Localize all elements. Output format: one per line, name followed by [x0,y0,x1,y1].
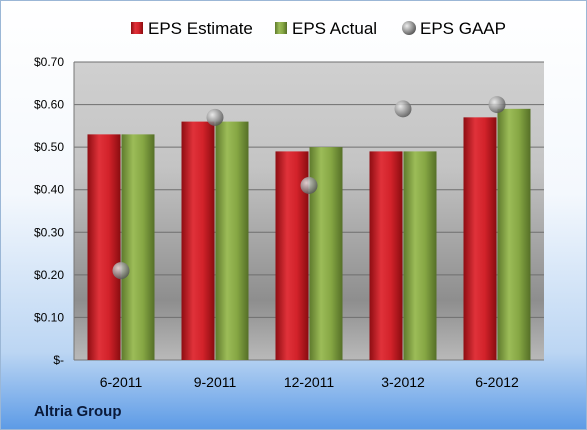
bar-eps-actual-6-2012 [497,108,531,360]
y-tick-label: $0.70 [34,55,64,69]
legend-label-eps-gaap: EPS GAAP [420,19,506,38]
x-tick-label: 6-2012 [475,374,519,390]
point-eps-gaap-6-2011 [112,262,130,280]
x-tick-label: 3-2012 [381,374,425,390]
legend-swatch-eps-estimate [131,22,143,34]
bar-eps-actual-6-2011 [121,134,155,360]
y-tick-label: $0.10 [34,310,64,324]
point-eps-gaap-3-2012 [394,100,412,118]
bar-eps-actual-3-2012 [403,151,437,360]
y-tick-label: $0.50 [34,140,64,154]
y-tick-label: $0.40 [34,183,64,197]
x-tick-label: 6-2011 [100,374,143,390]
bar-eps-estimate-6-2012 [463,117,497,360]
bar-eps-estimate-3-2012 [369,151,403,360]
y-tick-label: $0.20 [34,268,64,282]
point-eps-gaap-9-2011 [206,108,224,126]
point-eps-gaap-12-2011 [300,176,318,194]
bar-eps-actual-9-2011 [215,121,249,360]
legend-swatch-eps-actual [275,22,287,34]
bar-eps-estimate-6-2011 [87,134,121,360]
legend-label-eps-estimate: EPS Estimate [148,19,253,38]
x-tick-label: 12-2011 [284,374,335,390]
legend-swatch-eps-gaap [402,21,416,35]
x-tick-label: 9-2011 [194,374,237,390]
y-tick-label: $0.60 [34,98,64,112]
y-tick-label: $0.30 [34,225,64,239]
y-tick-label: $- [53,353,64,367]
bar-eps-estimate-9-2011 [181,121,215,360]
company-name: Altria Group [34,403,122,420]
point-eps-gaap-6-2012 [488,96,506,114]
legend-label-eps-actual: EPS Actual [292,19,377,38]
